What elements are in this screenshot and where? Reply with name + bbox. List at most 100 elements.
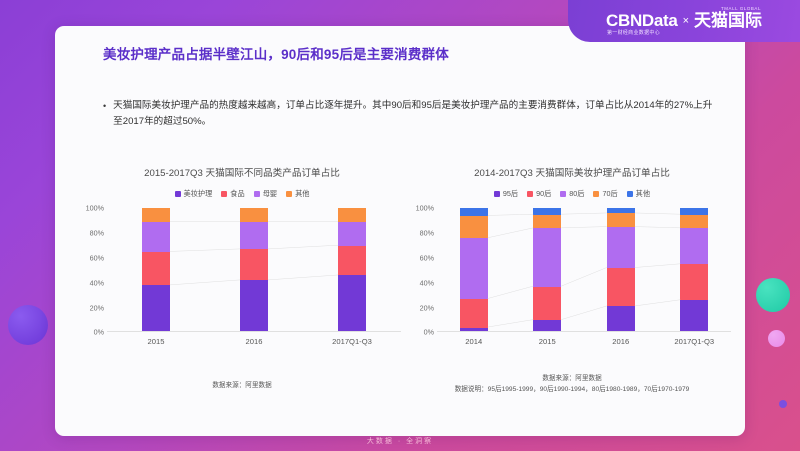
bar-segment-其他	[338, 208, 366, 223]
brand-logo-inner: CBNData × 天猫国际 第一财经商业数据中心 TMALL GLOBAL	[605, 6, 762, 36]
bar-slot	[658, 208, 732, 333]
chart-right-x-axis: 2014 2015 2016 2017Q1-Q3	[437, 337, 731, 346]
bar-segment-90后	[680, 264, 709, 301]
y-tick-label: 20%	[89, 303, 104, 313]
legend-swatch-icon	[493, 191, 500, 198]
bar-segment-95后	[533, 320, 562, 333]
y-tick-label: 40%	[419, 278, 434, 288]
x-tick-label: 2017Q1-Q3	[674, 337, 715, 347]
footnote-right-note: 数据说明：95后1995-1999，90后1990-1994，80后1980-1…	[454, 385, 690, 393]
brand-name: CBNData	[605, 10, 678, 30]
bar-segment-95后	[680, 300, 709, 333]
legend-swatch-icon	[527, 191, 534, 198]
chart-left: 2015-2017Q3 天猫国际不同品类产品订单占比 美妆护理 食品 母婴 其他 0%…	[77, 168, 407, 346]
bar-segment-食品	[240, 249, 268, 281]
x-tick-label: 2014	[465, 337, 483, 347]
legend-label: 90后	[536, 189, 552, 199]
footnote-right: 数据来源：阿里数据 数据说明：95后1995-1999，90后1990-1994…	[407, 374, 737, 395]
bar-segment-70后	[606, 213, 635, 228]
bullet-body-text: 天猫国际美妆护理产品的热度越来越高，订单占比逐年提升。其中90后和95后是美妆护…	[113, 100, 713, 127]
bar-segment-母婴	[240, 222, 268, 250]
stacked-bar[interactable]	[338, 208, 366, 333]
chart-right-bars	[437, 208, 732, 333]
legend-item-其他[interactable]: 其他	[626, 189, 650, 199]
y-tick-label: 60%	[419, 253, 434, 263]
bar-segment-其他	[142, 208, 170, 223]
bar-segment-80后	[459, 238, 488, 299]
legend-swatch-icon	[626, 191, 633, 198]
slide-card: 美妆护理产品占据半壁江山，90后和95后是主要消费群体 • 天猫国际美妆护理产品…	[55, 26, 745, 436]
bar-slot	[511, 208, 585, 333]
bar-segment-其他	[606, 208, 635, 214]
chart-left-x-axis: 2015 2016 2017Q1-Q3	[107, 337, 401, 346]
footnote-left-source: 数据来源：阿里数据	[212, 382, 272, 389]
bar-slot	[107, 208, 205, 333]
legend-swatch-icon	[560, 191, 567, 198]
stacked-bar[interactable]	[459, 208, 488, 333]
x-tick-label: 2015	[147, 337, 165, 347]
legend-swatch-icon	[286, 191, 293, 198]
y-tick-label: 100%	[85, 203, 104, 213]
legend-label: 母婴	[262, 189, 278, 199]
chart-left-plot: 0% 20% 40% 60% 80% 100%	[86, 204, 401, 337]
bar-segment-美妆护理	[240, 280, 268, 333]
legend-item-90后[interactable]: 90后	[527, 189, 551, 199]
bar-slot	[437, 208, 511, 333]
y-tick-label: 0%	[93, 327, 104, 337]
legend-item-食品[interactable]: 食品	[221, 189, 245, 199]
chart-right: 2014-2017Q3 天猫国际美妆护理产品订单占比 95后 90后 80后 70后 其…	[407, 168, 737, 346]
chart-right-baseline	[437, 331, 731, 333]
bullet-marker-icon: •	[103, 101, 107, 111]
chart-right-plot: 0% 20% 40% 60% 80% 100%	[416, 204, 732, 337]
chart-left-y-axis: 0% 20% 40% 60% 80% 100%	[77, 204, 104, 337]
legend-item-80后[interactable]: 80后	[560, 189, 584, 199]
bar-segment-70后	[680, 214, 709, 229]
y-tick-label: 80%	[89, 228, 104, 238]
legend-swatch-icon	[221, 191, 228, 198]
stacked-bar[interactable]	[240, 208, 268, 333]
bar-segment-80后	[606, 227, 635, 268]
y-tick-label: 0%	[423, 327, 434, 337]
bar-segment-其他	[680, 208, 709, 215]
legend-item-其他[interactable]: 其他	[286, 189, 309, 199]
y-tick-label: 40%	[89, 278, 104, 288]
bar-segment-70后	[459, 215, 488, 239]
bar-segment-90后	[459, 299, 488, 328]
legend-label: 80后	[569, 189, 585, 199]
legend-label: 95后	[502, 189, 519, 199]
legend-item-美妆护理[interactable]: 美妆护理	[174, 189, 212, 199]
x-tick-label: 2016	[245, 337, 263, 347]
legend-swatch-icon	[174, 191, 181, 198]
bar-segment-90后	[533, 286, 562, 321]
bar-segment-其他	[240, 208, 268, 223]
bar-segment-美妆护理	[338, 275, 366, 333]
x-tick-label: 2015	[538, 337, 556, 347]
page-title: 美妆护理产品占据半壁江山，90后和95后是主要消费群体	[103, 47, 449, 62]
bar-segment-90后	[606, 268, 635, 307]
bar-segment-其他	[459, 208, 488, 216]
brand-separator-icon: ×	[682, 14, 689, 27]
legend-item-95后[interactable]: 95后	[493, 189, 519, 199]
legend-item-70后[interactable]: 70后	[593, 189, 618, 199]
bar-segment-70后	[533, 214, 562, 229]
legend-swatch-icon	[593, 191, 600, 198]
y-tick-label: 80%	[419, 228, 434, 238]
legend-label: 食品	[230, 189, 245, 199]
x-tick-label: 2017Q1-Q3	[332, 337, 372, 347]
legend-swatch-icon	[253, 191, 260, 198]
chart-left-legend: 美妆护理 食品 母婴 其他	[77, 189, 407, 199]
decor-bubble-purple	[8, 305, 48, 345]
bar-segment-95后	[606, 306, 635, 333]
chart-left-title: 2015-2017Q3 天猫国际不同品类产品订单占比	[144, 168, 340, 179]
bar-segment-95后	[459, 327, 488, 333]
x-tick-label: 2016	[612, 337, 630, 347]
legend-item-母婴[interactable]: 母婴	[253, 189, 278, 199]
stacked-bar[interactable]	[606, 208, 635, 333]
brand-subtitle: 第一财经商业数据中心	[606, 29, 660, 36]
stacked-bar[interactable]	[142, 208, 170, 333]
stacked-bar[interactable]	[533, 208, 562, 333]
stacked-bar[interactable]	[680, 208, 709, 333]
decor-bubble-teal	[756, 278, 790, 312]
y-tick-label: 100%	[415, 203, 434, 213]
bar-segment-其他	[533, 208, 562, 215]
